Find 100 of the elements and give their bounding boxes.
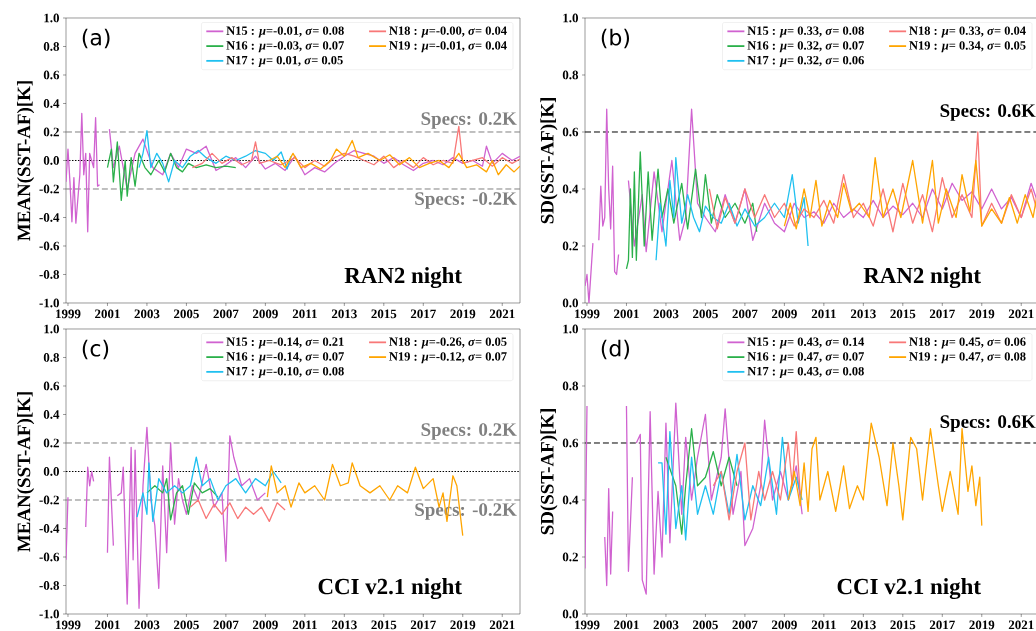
y-tick-label: 0.6 [43, 381, 60, 391]
x-tick-label: 2019 [969, 309, 995, 319]
x-tick-label: 2021 [1008, 620, 1034, 630]
x-tick-label: 2001 [95, 620, 120, 630]
legend-label: N17 : μ= 0.32, σ= 0.06 [747, 55, 864, 67]
y-tick-label: 0.0 [43, 156, 59, 165]
y-tick-label: 0.4 [562, 495, 579, 505]
ref-line-label: Specs: -0.2K [415, 192, 517, 209]
x-tick-label: 2021 [489, 620, 515, 630]
y-axis-title: SD(SST-AF)[K] [540, 98, 558, 224]
legend-label: N18 : μ=-0.26, σ= 0.05 [389, 337, 507, 349]
x-tick-label: 2007 [213, 309, 239, 319]
x-tick-label: 2015 [371, 309, 397, 319]
x-tick-label: 2009 [771, 620, 797, 630]
y-tick-label: 0.2 [562, 552, 578, 562]
y-tick-label: -0.6 [39, 552, 60, 562]
x-tick-label: 1999 [575, 620, 600, 630]
y-tick-label: 0.8 [562, 70, 579, 80]
legend-label: N19 : μ= 0.34, σ= 0.05 [909, 41, 1026, 53]
legend-label: N18 : μ= 0.33, σ= 0.04 [909, 26, 1026, 38]
x-tick-label: 2011 [811, 309, 836, 319]
legend-label: N15 : μ=-0.14, σ= 0.21 [226, 337, 344, 349]
annotation: (c) [82, 339, 109, 360]
annotation: RAN2 night [344, 267, 462, 289]
y-tick-label: 1.0 [563, 13, 579, 23]
x-tick-label: 1999 [575, 309, 600, 319]
y-tick-label: 0.2 [43, 127, 59, 137]
y-tick-label: 0.4 [562, 184, 579, 194]
ref-line-label: Specs: 0.2K [421, 112, 517, 129]
legend-label: N16 : μ=-0.14, σ= 0.07 [226, 352, 344, 364]
x-tick-label: 2011 [292, 309, 317, 319]
y-tick-label: -0.2 [39, 495, 59, 505]
legend-label: N15 : μ= 0.33, σ= 0.08 [747, 26, 864, 38]
ref-line-label: Specs: 0.2K [421, 423, 517, 440]
x-tick-label: 2015 [890, 620, 916, 630]
x-tick-label: 2021 [489, 309, 515, 319]
y-axis-title: SD(SST-AF)[K] [540, 409, 558, 535]
legend-label: N16 : μ= 0.47, σ= 0.07 [747, 352, 864, 364]
annotation: (d) [601, 339, 630, 360]
legend-label: N19 : μ=-0.12, σ= 0.07 [389, 352, 507, 364]
x-tick-label: 1999 [56, 309, 81, 319]
legend-label: N19 : μ=-0.01, σ= 0.04 [389, 41, 507, 53]
legend-label: N15 : μ= 0.43, σ= 0.14 [747, 337, 865, 349]
x-tick-label: 2021 [1008, 309, 1034, 319]
x-tick-label: 2007 [732, 620, 758, 630]
y-tick-label: 0.6 [562, 438, 579, 448]
y-axis-title: MEAN(SST-AF)[K] [16, 392, 35, 552]
y-tick-label: 0.8 [43, 42, 60, 51]
x-tick-label: 2005 [693, 309, 718, 319]
x-tick-label: 2005 [693, 620, 718, 630]
y-tick-label: 0.0 [562, 609, 579, 619]
annotation: RAN2 night [863, 267, 981, 289]
y-tick-label: -0.4 [39, 524, 60, 533]
y-tick-label: -0.8 [39, 270, 60, 279]
x-tick-label: 2019 [969, 620, 995, 630]
x-tick-label: 2003 [134, 309, 160, 319]
x-tick-label: 2009 [771, 309, 797, 319]
x-tick-label: 2019 [450, 620, 476, 630]
y-tick-label: 0.6 [562, 127, 579, 137]
y-tick-label: 1.0 [563, 324, 579, 334]
y-tick-label: -0.2 [39, 184, 59, 194]
x-tick-label: 2013 [850, 620, 876, 630]
y-tick-label: 1.0 [44, 13, 59, 23]
x-tick-label: 2017 [410, 620, 436, 630]
legend-label: N17 : μ= 0.43, σ= 0.08 [747, 366, 864, 378]
y-tick-label: 0.2 [43, 438, 59, 448]
y-tick-label: 0.8 [43, 353, 60, 362]
x-tick-label: 2019 [450, 309, 476, 319]
legend-label: N16 : μ=-0.03, σ= 0.07 [226, 41, 344, 53]
annotation: CCI v2.1 night [837, 578, 981, 600]
ref-line-label: Specs: 0.6K [940, 415, 1036, 432]
legend-label: N17 : μ= 0.01, σ= 0.05 [226, 55, 343, 67]
y-tick-label: 1.0 [44, 324, 59, 334]
ref-line-label: Specs: 0.6K [940, 104, 1036, 121]
x-tick-label: 2003 [134, 620, 160, 630]
y-tick-label: 0.4 [43, 99, 60, 108]
annotation: CCI v2.1 night [318, 578, 462, 600]
legend-label: N18 : μ=-0.00, σ= 0.04 [389, 26, 507, 38]
x-tick-label: 2005 [174, 620, 199, 630]
x-tick-label: 2007 [213, 620, 239, 630]
x-tick-label: 2011 [292, 620, 317, 630]
x-tick-label: 2013 [331, 309, 357, 319]
y-tick-label: -1.0 [39, 298, 59, 308]
x-tick-label: 2001 [95, 309, 120, 319]
legend-label: N19 : μ= 0.47, σ= 0.08 [909, 352, 1026, 364]
annotation: (a) [82, 28, 110, 49]
y-tick-label: 0.0 [43, 467, 59, 476]
legend-label: N15 : μ=-0.01, σ= 0.08 [226, 26, 344, 38]
x-tick-label: 1999 [56, 620, 81, 630]
y-tick-label: 0.8 [562, 381, 579, 391]
x-tick-label: 2009 [252, 309, 278, 319]
x-tick-label: 2009 [252, 620, 278, 630]
y-tick-label: -0.4 [39, 213, 60, 222]
x-tick-label: 2005 [174, 309, 199, 319]
x-tick-label: 2007 [732, 309, 758, 319]
x-tick-label: 2011 [811, 620, 836, 630]
x-tick-label: 2003 [653, 620, 679, 630]
x-tick-label: 2001 [614, 309, 639, 319]
legend-label: N16 : μ= 0.32, σ= 0.07 [747, 41, 864, 53]
x-tick-label: 2015 [371, 620, 397, 630]
